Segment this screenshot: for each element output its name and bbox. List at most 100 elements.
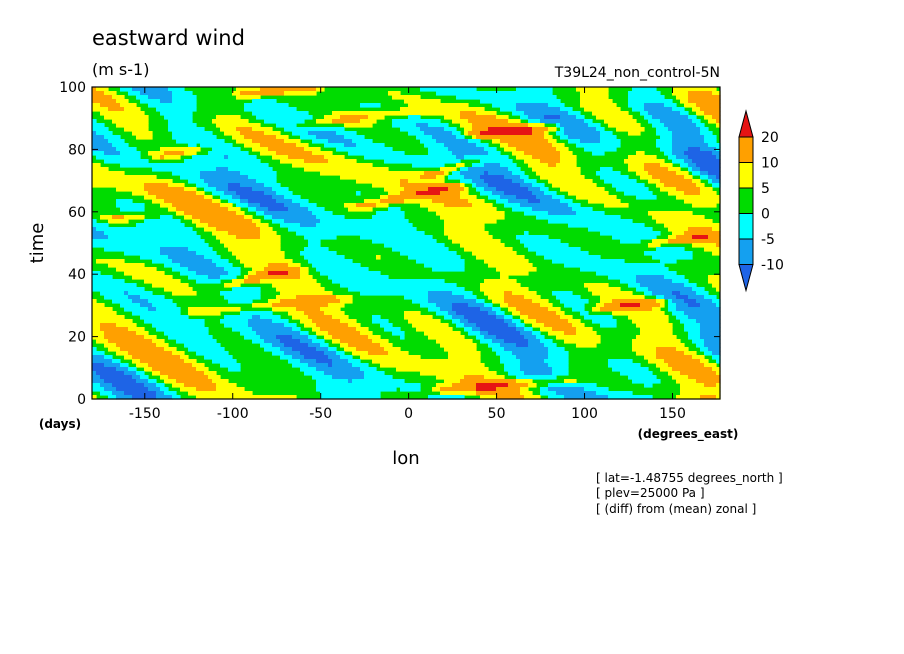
field-cell xyxy=(216,123,261,128)
field-cell xyxy=(700,335,721,340)
field-cell xyxy=(628,315,669,320)
field-cell xyxy=(692,235,709,240)
field-cell xyxy=(572,323,585,328)
field-cell xyxy=(116,267,157,272)
field-cell xyxy=(92,231,105,236)
field-cell xyxy=(600,231,661,236)
field-cell xyxy=(660,179,693,184)
field-cell xyxy=(128,351,173,356)
colorbar-box xyxy=(738,136,754,163)
field-cell xyxy=(612,299,657,304)
field-cell xyxy=(92,303,105,308)
field-cell xyxy=(664,275,685,280)
field-cell xyxy=(92,319,133,324)
field-cell xyxy=(284,343,309,348)
field-cell xyxy=(92,151,105,156)
field-cell xyxy=(104,335,145,340)
field-cell xyxy=(312,263,361,268)
field-cell xyxy=(224,295,261,300)
field-cell xyxy=(188,247,213,252)
field-cell xyxy=(256,115,313,120)
field-cell xyxy=(636,195,657,200)
field-cell xyxy=(668,371,681,376)
field-cell xyxy=(440,387,477,392)
field-cell xyxy=(144,183,169,188)
field-cell xyxy=(252,315,261,320)
field-cell xyxy=(116,367,129,372)
field-cell xyxy=(212,379,229,384)
field-cell xyxy=(448,187,465,192)
field-cell xyxy=(652,307,661,312)
field-cell xyxy=(456,135,465,140)
field-cell xyxy=(292,199,309,204)
field-cell xyxy=(152,339,165,344)
field-cell xyxy=(540,187,549,192)
field-cell xyxy=(292,347,317,352)
x-axis-label: lon xyxy=(392,448,419,469)
field-cell xyxy=(260,343,273,348)
field-cell xyxy=(316,223,413,228)
field-cell xyxy=(156,107,197,112)
field-cell xyxy=(340,299,353,304)
field-cell xyxy=(556,163,577,168)
field-cell xyxy=(224,243,281,248)
field-cell xyxy=(148,299,173,304)
field-cell xyxy=(684,231,721,236)
field-cell xyxy=(164,331,209,336)
field-cell xyxy=(564,131,601,136)
field-cell xyxy=(716,287,721,292)
field-cell xyxy=(472,127,489,132)
field-cell xyxy=(680,319,697,324)
field-cell xyxy=(552,195,565,200)
field-cell xyxy=(688,315,721,320)
field-cell xyxy=(688,95,721,100)
field-cell xyxy=(224,155,229,160)
field-cell xyxy=(468,131,481,136)
field-cell xyxy=(292,363,309,368)
field-cell xyxy=(660,303,665,308)
field-cell xyxy=(184,343,221,348)
field-cell xyxy=(504,147,517,152)
field-cell xyxy=(504,339,529,344)
field-cell xyxy=(352,139,373,144)
field-cell xyxy=(612,367,649,372)
field-cell xyxy=(548,363,569,368)
field-cell xyxy=(332,335,369,340)
field-cell xyxy=(332,363,353,368)
field-cell xyxy=(596,271,677,276)
field-cell xyxy=(92,227,97,232)
field-cell xyxy=(520,331,533,336)
colorbar-label: 10 xyxy=(761,156,779,172)
field-cell xyxy=(260,279,317,284)
field-cell xyxy=(336,131,357,136)
field-cell xyxy=(524,327,533,332)
field-cell xyxy=(356,191,361,196)
field-cell xyxy=(516,375,557,380)
field-cell xyxy=(428,295,465,300)
field-cell xyxy=(568,319,581,324)
field-cell xyxy=(232,195,241,200)
field-cell xyxy=(372,319,389,324)
field-cell xyxy=(644,291,653,296)
field-cell xyxy=(92,171,125,176)
field-cell xyxy=(328,275,389,280)
field-cell xyxy=(152,259,173,264)
field-cell xyxy=(360,235,433,240)
field-cell xyxy=(108,347,121,352)
field-cell xyxy=(460,319,469,324)
field-cell xyxy=(328,159,357,164)
field-cell xyxy=(92,219,97,224)
field-cell xyxy=(284,139,301,144)
field-cell xyxy=(308,239,321,244)
field-cell xyxy=(324,115,341,120)
field-cell xyxy=(324,351,337,356)
field-cell xyxy=(236,203,249,208)
field-cell xyxy=(688,155,717,160)
field-cell xyxy=(252,219,261,224)
field-cell xyxy=(132,359,141,364)
field-cell xyxy=(508,119,521,124)
field-cell xyxy=(404,311,421,316)
field-cell xyxy=(620,371,653,376)
field-cell xyxy=(92,271,101,276)
field-cell xyxy=(172,131,213,136)
